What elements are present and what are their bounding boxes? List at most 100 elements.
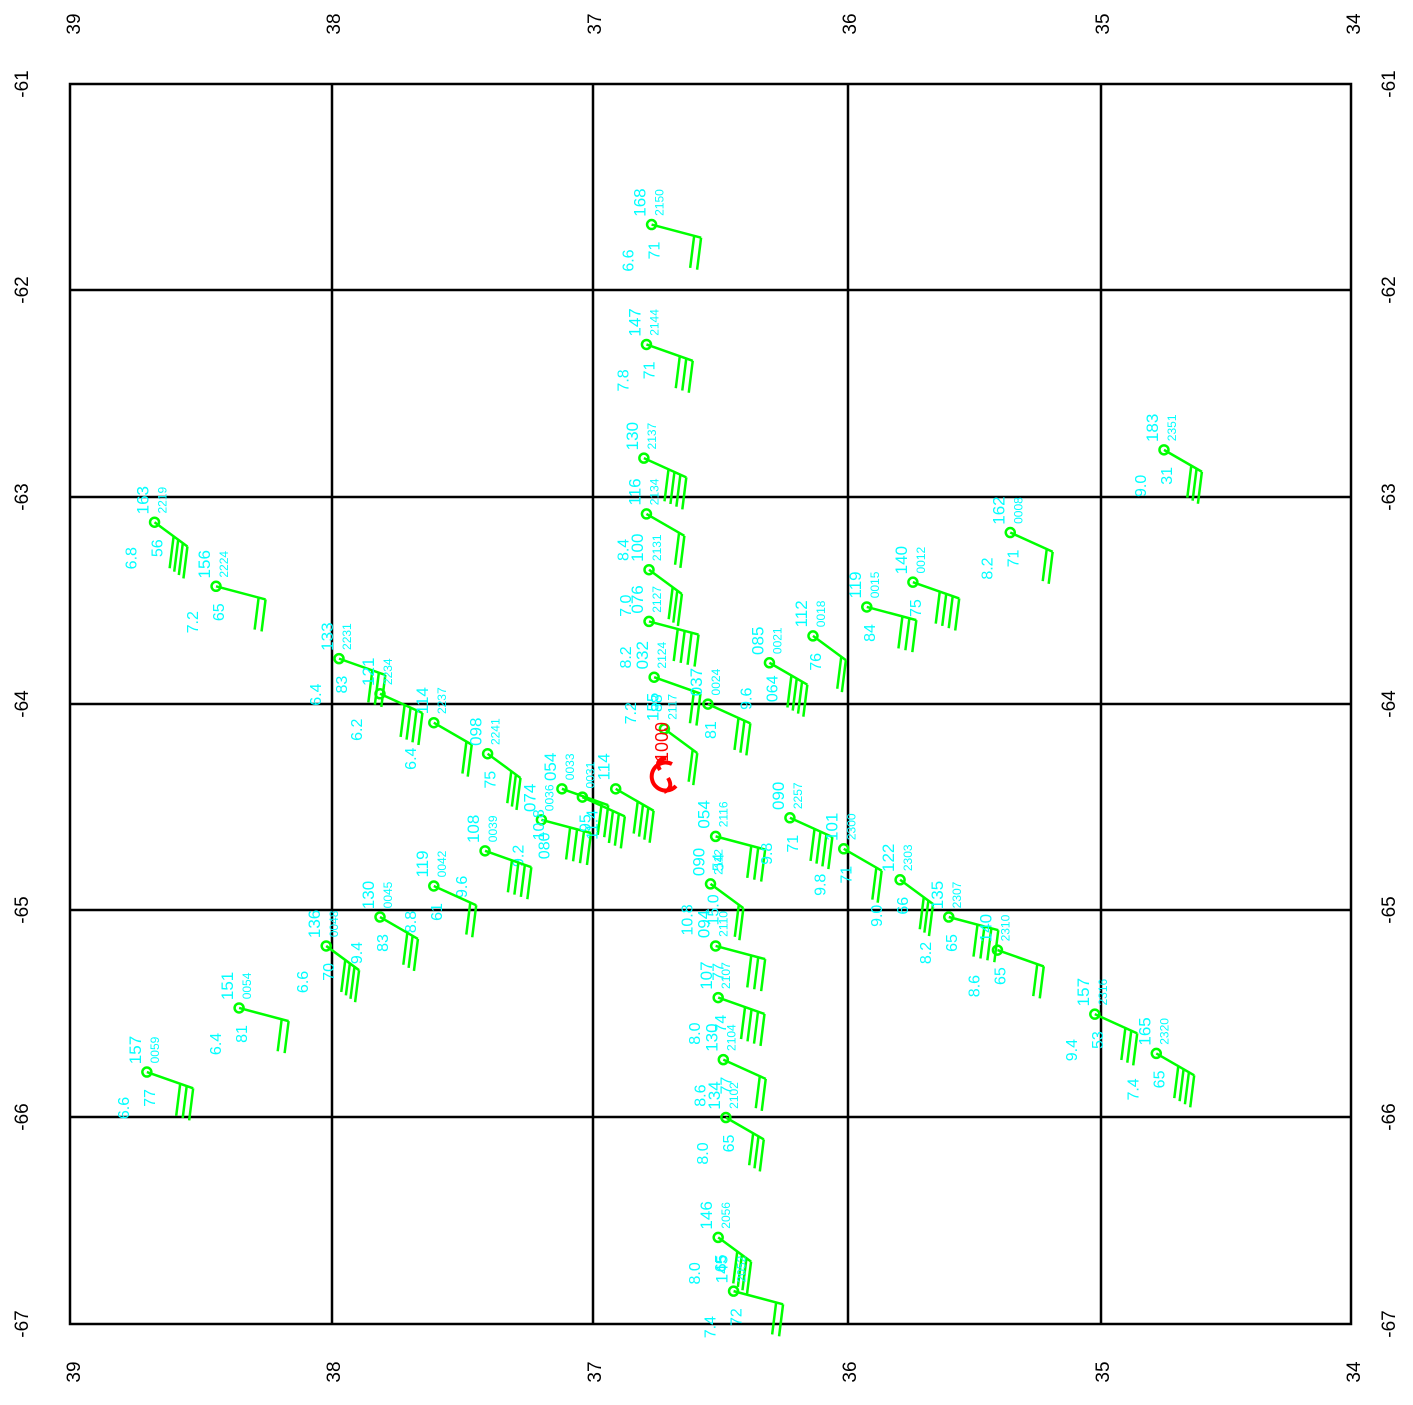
bottom-axis-label: 35	[1093, 1361, 1114, 1382]
wind-barb-feather	[753, 1136, 760, 1169]
wind-barb-feather	[1120, 1027, 1127, 1061]
wind-barb-feather	[741, 1258, 748, 1291]
wind-barb-staff	[581, 795, 626, 818]
station-time-label: 2104	[724, 1024, 738, 1051]
station-value-label: 114	[595, 753, 614, 780]
wind-barb-staff	[912, 580, 960, 600]
station-time-label: 2224	[217, 551, 231, 578]
wind-barb-feather	[667, 587, 674, 620]
wind-barb-feather	[672, 590, 679, 623]
station-value-label: 140	[976, 914, 995, 942]
wind-barb-staff	[645, 512, 685, 537]
wind-barb-feather	[613, 813, 621, 846]
station-value-label: 133	[318, 622, 337, 650]
wind-barb-feather	[1038, 966, 1045, 999]
wind-barb-staff	[643, 456, 687, 479]
station-dew-label: 71	[785, 835, 802, 853]
station-plot: 136 0048 6.6 70	[295, 910, 361, 1003]
station-marker	[645, 218, 658, 231]
wind-barb-feather	[637, 804, 645, 837]
station-marker	[556, 783, 568, 795]
wind-barb-feather	[1173, 1065, 1180, 1099]
station-value-label: 090	[690, 848, 709, 876]
wind-barb-feather	[602, 805, 610, 838]
right-axis-label: -64	[1379, 690, 1400, 718]
station-plot: 162 0008 8.2 71	[979, 496, 1054, 584]
station-plot: 116 2134 8.4	[615, 478, 686, 569]
wind-barb-feather	[747, 1133, 755, 1166]
wind-barb-feather	[733, 904, 741, 937]
wind-barb-feather	[876, 870, 883, 903]
station-plot: 140 2310 8.6 65	[966, 914, 1045, 999]
station-value-label: 151	[218, 972, 237, 1000]
wind-barb-feather	[506, 860, 514, 893]
station-temp-label: 9.4	[349, 942, 366, 964]
wind-barb-feather	[417, 712, 424, 746]
station-temp-label: 9.6	[454, 876, 471, 898]
wind-barb-feather	[739, 720, 746, 753]
wind-barb-feather	[353, 970, 361, 1003]
station-plot: 100 2131 7.0	[618, 534, 684, 627]
wind-barb-feather	[953, 598, 961, 631]
wind-barb-feather	[519, 864, 527, 898]
wind-barb-feather	[510, 774, 518, 807]
station-plot: 130 2137	[623, 422, 688, 510]
station-marker	[807, 630, 819, 642]
wind-barb-feather	[1041, 548, 1048, 582]
wind-barb-staff	[541, 818, 592, 835]
station-time-label: 2112	[712, 849, 726, 875]
wind-barb-feather	[840, 659, 848, 693]
station-time-label: 0045	[381, 881, 395, 908]
station-temp-label: 6.6	[295, 971, 312, 993]
top-axis-label: 36	[840, 13, 861, 34]
wind-barb-feather	[796, 681, 804, 714]
station-time-label: 2056	[719, 1202, 733, 1229]
station-value-label: 145	[713, 1255, 732, 1283]
station-plot: 168 2150 6.6 71	[621, 188, 703, 272]
wind-barb-feather	[1188, 1075, 1196, 1108]
wind-barb-feather	[1047, 551, 1054, 584]
wind-barb-feather	[1186, 465, 1193, 498]
station-dew-label: 72	[729, 1308, 746, 1326]
wind-barb-feather	[513, 862, 520, 895]
station-time-label: 2234	[381, 658, 395, 685]
wind-barb-feather	[777, 1304, 785, 1337]
wind-barb-feather	[836, 656, 843, 689]
station-plot: 076 2127 8.2	[618, 585, 700, 669]
station-time-label: 2134	[647, 478, 661, 505]
station-plot: 119 0042 8.8 61	[403, 850, 478, 938]
wind-barb-staff	[717, 996, 765, 1016]
station-marker	[640, 338, 653, 351]
station-time-label: 0036	[542, 784, 556, 811]
station-time-label: 2107	[719, 962, 733, 989]
station-plot: 085 0021 9.6 064	[738, 627, 809, 717]
station-value-label: 162	[989, 496, 1008, 524]
station-dew-label: 15.0	[706, 894, 723, 925]
wind-barb-feather	[686, 632, 693, 665]
station-plot: 114 11.4	[585, 753, 655, 843]
station-plot: 114 2237 6.4	[403, 687, 473, 777]
station-dew-label: 65	[944, 934, 961, 952]
wind-barb-feather	[934, 591, 941, 624]
station-dew-label: 71	[839, 866, 856, 884]
wind-barb-feather	[736, 1254, 744, 1288]
station-temp-label: 9.8	[813, 874, 830, 896]
station-plot: 147 2144 7.8 71	[615, 308, 694, 393]
station-plot: 157 2316 9.4 53	[1064, 978, 1139, 1066]
top-axis-label: 37	[585, 13, 606, 34]
wind-barb-feather	[466, 744, 473, 777]
wind-barb-feather	[407, 935, 414, 968]
station-temp-label: 9.0	[1133, 475, 1150, 497]
station-plot: 090 2112 10.8 15.0	[680, 848, 745, 941]
station-plot: 151 0054 6.4 81	[208, 972, 290, 1055]
right-axis-label: -61	[1379, 70, 1400, 97]
station-value-label: 146	[697, 1201, 716, 1229]
station-value-label: 090	[769, 782, 788, 810]
wind-barb-feather	[695, 237, 703, 270]
station-value-label: 165	[1135, 1017, 1154, 1045]
left-axis-label: -67	[12, 1310, 33, 1337]
station-temp-label: 8.8	[403, 911, 420, 933]
station-value-label: 074	[520, 784, 539, 812]
station-time-label: 2127	[650, 586, 664, 613]
wind-barb-staff	[325, 944, 360, 972]
